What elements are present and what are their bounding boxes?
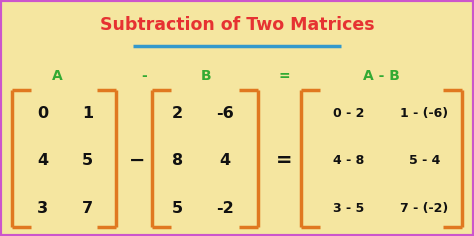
Text: 5: 5 bbox=[82, 153, 93, 168]
Text: 1: 1 bbox=[82, 106, 93, 121]
Text: 7: 7 bbox=[82, 201, 93, 216]
Text: 5: 5 bbox=[172, 201, 183, 216]
Text: =: = bbox=[276, 151, 292, 170]
Text: 2: 2 bbox=[172, 106, 183, 121]
Text: 5 - 4: 5 - 4 bbox=[409, 154, 440, 167]
Text: 1 - (-6): 1 - (-6) bbox=[400, 107, 448, 120]
Text: -6: -6 bbox=[216, 106, 234, 121]
Text: -: - bbox=[142, 68, 147, 83]
Text: 8: 8 bbox=[172, 153, 183, 168]
Text: B: B bbox=[201, 68, 211, 83]
Text: 4: 4 bbox=[37, 153, 48, 168]
Text: Subtraction of Two Matrices: Subtraction of Two Matrices bbox=[100, 16, 374, 34]
Text: 4 - 8: 4 - 8 bbox=[333, 154, 364, 167]
Text: 3: 3 bbox=[37, 201, 48, 216]
Text: A: A bbox=[52, 68, 62, 83]
Text: A - B: A - B bbox=[363, 68, 400, 83]
Text: =: = bbox=[279, 68, 290, 83]
Text: 3 - 5: 3 - 5 bbox=[333, 202, 364, 215]
Text: 4: 4 bbox=[219, 153, 231, 168]
Text: -2: -2 bbox=[216, 201, 234, 216]
Text: 0: 0 bbox=[37, 106, 48, 121]
Text: −: − bbox=[129, 151, 146, 170]
Text: 0 - 2: 0 - 2 bbox=[333, 107, 364, 120]
Text: 7 - (-2): 7 - (-2) bbox=[400, 202, 448, 215]
